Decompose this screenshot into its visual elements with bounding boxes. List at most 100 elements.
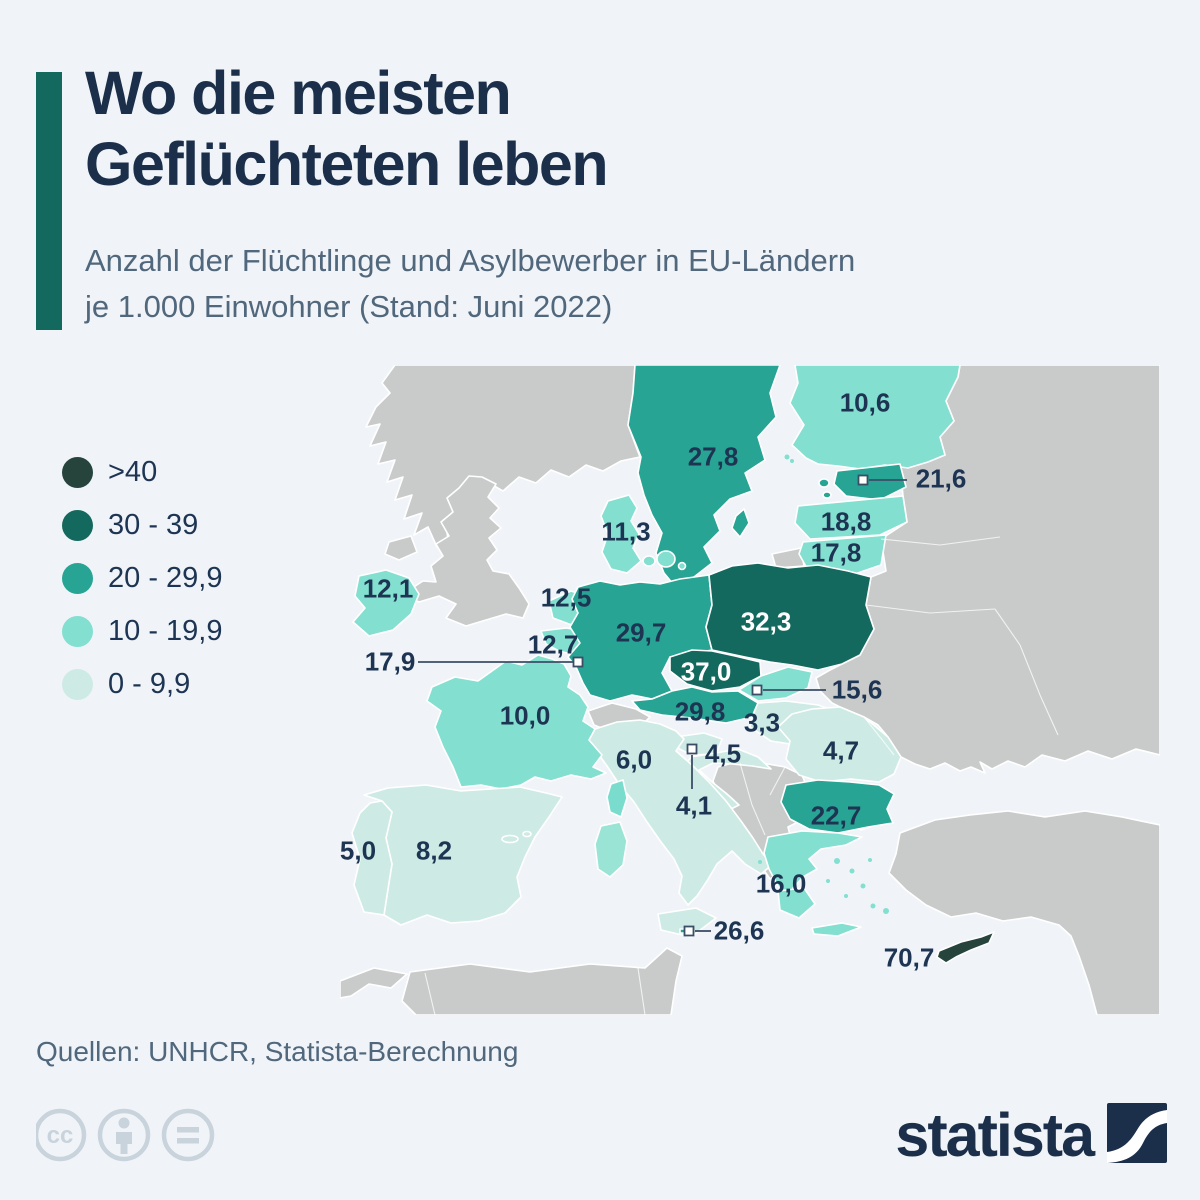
title-accent-bar: [36, 72, 62, 330]
value-label-greece: 16,0: [755, 868, 807, 899]
legend-dot-30-39: [62, 510, 93, 541]
map-island-hiiumaa: [822, 491, 832, 499]
value-label-slovakia: 15,6: [831, 674, 883, 705]
value-label-finland: 10,6: [839, 387, 891, 418]
value-label-hungary: 3,3: [743, 707, 781, 738]
marker-luxembourg: [572, 656, 584, 668]
legend-label: >40: [108, 456, 158, 488]
value-label-belgium: 12,7: [527, 629, 579, 660]
map-country-portugal: [351, 800, 393, 916]
legend-label: 10 - 19,9: [108, 615, 223, 647]
cc-by-icon: [97, 1108, 151, 1162]
map-country-germany: [567, 574, 713, 702]
map-island-zealand: [656, 550, 676, 568]
value-label-netherlands: 12,5: [540, 582, 592, 613]
map-country-greece: [763, 830, 863, 909]
title-line-2: Geflüchteten leben: [85, 130, 609, 198]
map-country-ireland: [352, 569, 420, 637]
legend-row: >40: [62, 446, 222, 499]
value-label-sweden: 27,8: [687, 441, 739, 472]
map-region-northern-ireland: [384, 535, 418, 561]
map-country-spain: [363, 784, 563, 926]
value-label-czechia: 37,0: [680, 656, 732, 687]
map-island-saaremaa: [818, 478, 830, 488]
value-label-france: 10,0: [499, 700, 551, 731]
value-label-germany: 29,7: [615, 617, 667, 648]
subtitle-line-1: Anzahl der Flüchtlinge und Asylbewerber …: [85, 243, 856, 278]
map-leader-lines: [418, 474, 907, 937]
source-text: Quellen: UNHCR, Statista-Berechnung: [36, 1036, 519, 1067]
map-country-norway: [365, 365, 641, 558]
cc-icon: [36, 1108, 87, 1162]
value-label-lithuania: 17,8: [810, 537, 862, 568]
value-label-romania: 4,7: [822, 735, 860, 766]
map-aegean-islands: [758, 454, 889, 914]
page-title: Wo die meisten Geflüchteten leben: [85, 58, 609, 200]
map-base-svg: [340, 365, 1160, 1015]
value-label-italy: 6,0: [615, 744, 653, 775]
value-label-luxembourg: 17,9: [364, 646, 416, 677]
cc-license-icons: cc: [36, 1108, 215, 1162]
legend-label: 0 - 9,9: [108, 668, 191, 700]
map-legend: >40 30 - 39 20 - 29,9 10 - 19,9 0 - 9,9: [62, 446, 222, 711]
value-label-poland: 32,3: [740, 606, 792, 637]
value-label-bulgaria: 22,7: [810, 800, 862, 831]
legend-label: 30 - 39: [108, 509, 199, 541]
legend-dot-10-19: [62, 616, 93, 647]
value-label-spain: 8,2: [415, 835, 453, 866]
map-region-morocco: [340, 967, 408, 999]
map-country-poland: [705, 562, 875, 671]
cc-nd-icon: [161, 1108, 215, 1162]
marker-malta: [683, 925, 695, 937]
legend-label: 20 - 29,9: [108, 562, 223, 594]
map-island-lolland: [677, 561, 687, 571]
value-label-portugal: 5,0: [339, 835, 377, 866]
map-island-mallorca: [501, 834, 519, 844]
map-internal-borders: [424, 536, 1059, 1015]
map-island-sardinia: [594, 821, 628, 878]
value-label-austria: 29,8: [674, 696, 726, 727]
map-island-menorca: [522, 830, 532, 838]
title-line-1: Wo die meisten: [85, 59, 512, 127]
value-label-denmark: 11,3: [601, 516, 651, 547]
map-country-cyprus: [936, 931, 995, 964]
map-island-gotland: [731, 508, 750, 538]
value-label-croatia: 4,1: [675, 790, 713, 821]
value-label-cyprus: 70,7: [883, 942, 935, 973]
page-subtitle: Anzahl der Flüchtlinge und Asylbewerber …: [85, 238, 855, 330]
subtitle-line-2: je 1.000 Einwohner (Stand: Juni 2022): [85, 289, 613, 324]
map-country-bulgaria: [780, 779, 895, 834]
map-region-turkey-levant: [888, 810, 1160, 1015]
marker-slovenia: [686, 743, 698, 755]
marker-slovakia: [751, 684, 763, 696]
map-country-estonia: [833, 463, 907, 501]
value-label-malta: 26,6: [713, 915, 765, 946]
svg-text:cc: cc: [47, 1122, 74, 1149]
map-island-crete: [811, 922, 862, 937]
legend-row: 30 - 39: [62, 499, 222, 552]
value-label-latvia: 18,8: [820, 506, 872, 537]
map-island-corsica: [606, 779, 628, 818]
statista-logo-text: statista: [895, 1101, 1095, 1169]
value-label-ireland: 12,1: [362, 573, 414, 604]
map-country-uk: [402, 475, 530, 627]
map-country-sweden: [627, 365, 781, 591]
statista-logo-mark: [1107, 1103, 1167, 1163]
map-island-sicily: [657, 907, 717, 938]
map-country-romania: [777, 706, 902, 783]
legend-dot-gt40: [62, 457, 93, 488]
legend-row: 0 - 9,9: [62, 658, 222, 711]
legend-dot-0-9: [62, 669, 93, 700]
value-label-slovenia: 4,5: [704, 738, 742, 769]
map-island-funen: [642, 555, 656, 567]
europe-choropleth-map: 10,6 27,8 21,6 18,8 17,8 11,3 12,1 12,5 …: [340, 365, 1160, 1015]
value-label-estonia: 21,6: [915, 463, 967, 494]
map-region-peloponnese: [777, 887, 816, 919]
legend-row: 10 - 19,9: [62, 605, 222, 658]
legend-row: 20 - 29,9: [62, 552, 222, 605]
map-country-denmark: [600, 494, 642, 574]
legend-dot-20-29: [62, 563, 93, 594]
map-region-algeria-tunisia: [401, 947, 683, 1015]
map-country-italy: [588, 719, 774, 906]
